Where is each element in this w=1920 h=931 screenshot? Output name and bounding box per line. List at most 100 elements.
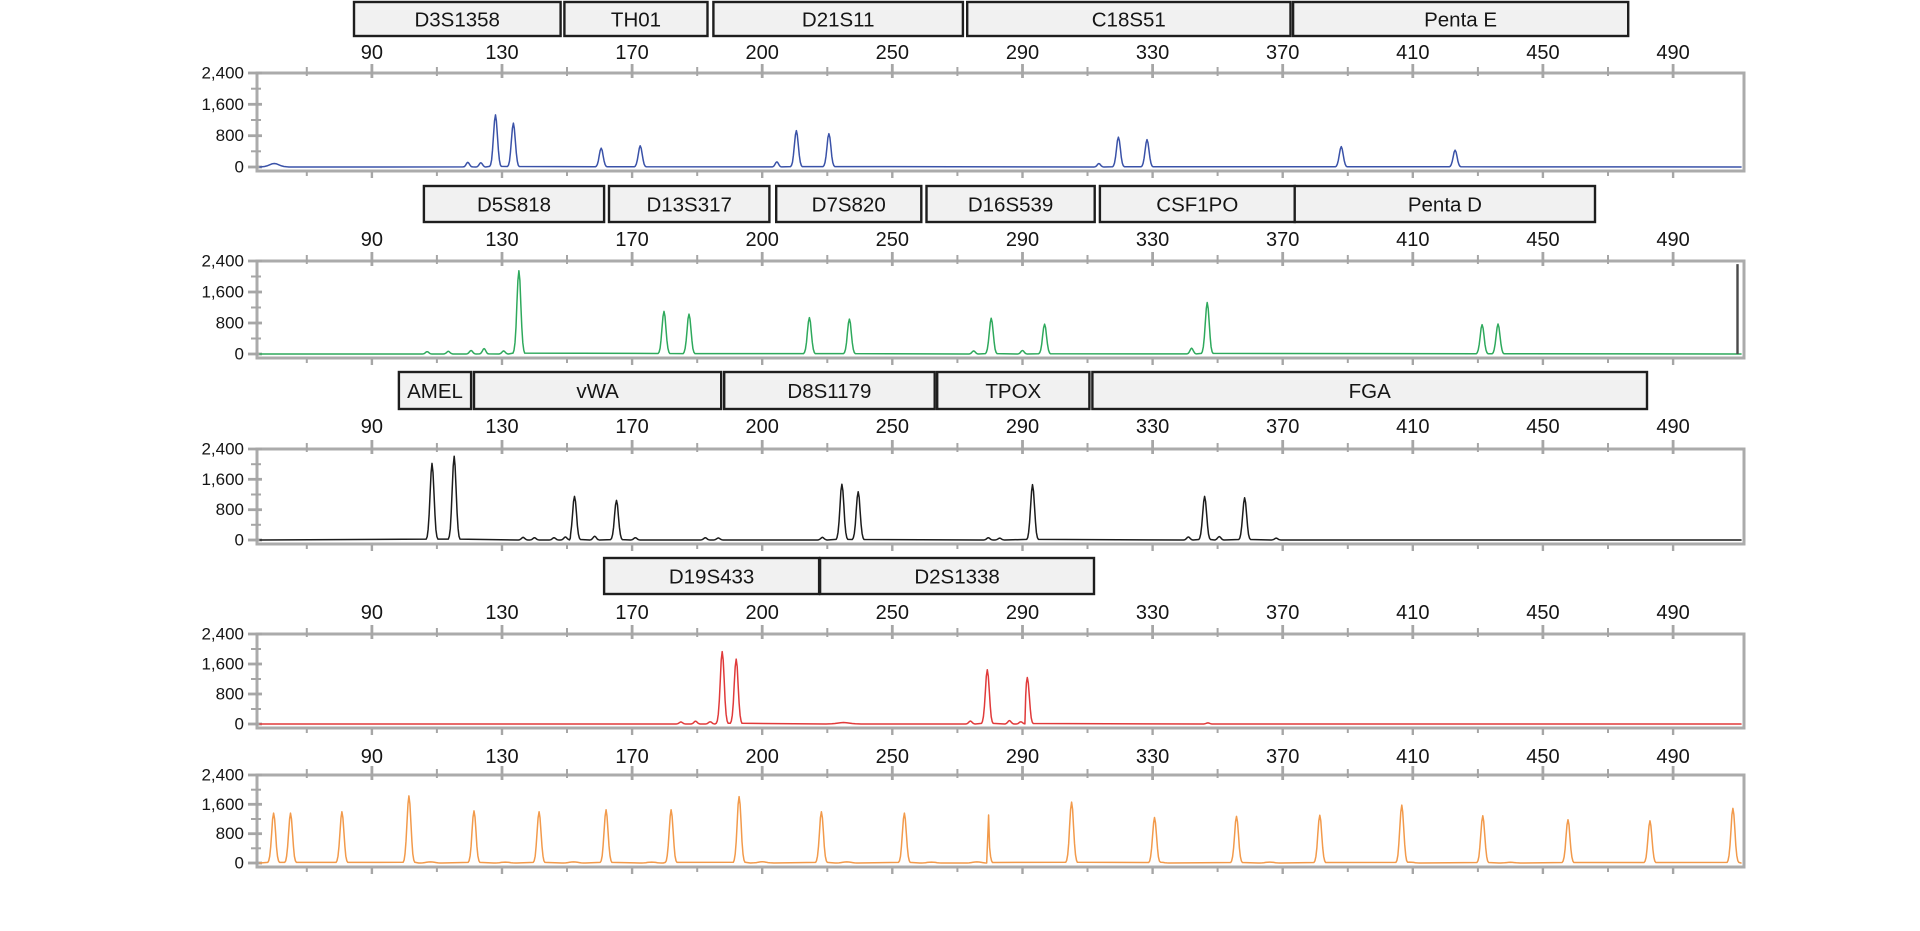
x-axis-tick-label: 200 <box>746 229 779 251</box>
y-axis-tick-label: 2,400 <box>201 625 244 644</box>
locus-label: Penta E <box>1424 9 1497 32</box>
trace-black-dye <box>259 455 1742 541</box>
locus-box <box>422 184 606 224</box>
x-axis-tick-label: 290 <box>1006 42 1039 64</box>
x-axis-tick-label: 370 <box>1266 746 1299 768</box>
panel-row-red-dye: D19S433 D2S1338 90 130 170 200 250 290 330 370 410… <box>201 556 1746 735</box>
x-axis-tick-label: 290 <box>1006 416 1039 438</box>
x-axis-tick-label: 90 <box>361 416 383 438</box>
y-axis-tick-label: 0 <box>235 854 244 873</box>
x-axis-tick-label: 290 <box>1006 746 1039 768</box>
x-axis-tick-label: 490 <box>1656 416 1689 438</box>
x-axis-tick-label: 370 <box>1266 229 1299 251</box>
locus-box <box>936 370 1091 411</box>
locus-label: AMEL <box>407 380 463 403</box>
plot-frame <box>255 447 1746 546</box>
locus-label: D5S818 <box>477 194 551 217</box>
plot-frame <box>255 71 1746 173</box>
x-axis-tick-label: 290 <box>1006 229 1039 251</box>
locus-box <box>712 0 965 38</box>
x-axis-tick-label: 450 <box>1526 416 1559 438</box>
locus-box <box>602 556 821 596</box>
x-axis-tick-label: 200 <box>746 746 779 768</box>
x-axis-tick-label: 170 <box>615 229 648 251</box>
x-axis-tick-label: 90 <box>361 229 383 251</box>
x-axis-tick-label: 250 <box>876 746 909 768</box>
locus-label: D21S11 <box>802 9 875 32</box>
x-axis-tick-label: 200 <box>746 602 779 624</box>
x-axis-tick-label: 490 <box>1656 229 1689 251</box>
x-axis-tick-label: 370 <box>1266 602 1299 624</box>
locus-box <box>1293 184 1597 224</box>
x-axis-tick-label: 250 <box>876 42 909 64</box>
y-axis-tick-label: 1,600 <box>201 283 244 302</box>
y-axis-tick-label: 0 <box>235 158 244 177</box>
locus-label: D2S1338 <box>914 566 999 589</box>
locus-box <box>1091 370 1649 411</box>
locus-label: FGA <box>1349 380 1391 403</box>
locus-label: D16S539 <box>968 194 1053 217</box>
x-axis-tick-label: 450 <box>1526 602 1559 624</box>
locus-label: D3S1358 <box>414 9 499 32</box>
x-axis-tick-label: 330 <box>1136 416 1169 438</box>
x-axis-tick-label: 170 <box>615 746 648 768</box>
locus-box <box>818 556 1096 596</box>
x-axis-tick-label: 200 <box>746 42 779 64</box>
panel-row-blue-dye: D3S1358 TH01 D21S11 C18S51 Penta E 90 130 170 20… <box>201 0 1746 178</box>
y-axis-tick-label: 2,400 <box>201 252 244 271</box>
locus-box <box>472 370 723 411</box>
x-axis-tick-label: 290 <box>1006 602 1039 624</box>
locus-box <box>1291 0 1630 38</box>
x-axis-tick-label: 200 <box>746 416 779 438</box>
locus-label: D13S317 <box>646 194 731 217</box>
x-axis-tick-label: 90 <box>361 42 383 64</box>
x-axis-tick-label: 130 <box>485 416 518 438</box>
locus-label: TPOX <box>985 380 1041 403</box>
y-axis-tick-label: 800 <box>216 824 244 843</box>
x-axis-tick-label: 170 <box>615 42 648 64</box>
plot-frame <box>255 632 1746 730</box>
x-axis-tick-label: 90 <box>361 602 383 624</box>
trace-orange-dye <box>259 795 1742 864</box>
locus-box <box>925 184 1096 224</box>
x-axis-tick-label: 410 <box>1396 42 1429 64</box>
x-axis-tick-label: 410 <box>1396 229 1429 251</box>
locus-label: CSF1PO <box>1156 194 1238 217</box>
y-axis-tick-label: 800 <box>216 126 244 145</box>
x-axis-tick-label: 330 <box>1136 746 1169 768</box>
x-axis-tick-label: 370 <box>1266 42 1299 64</box>
locus-label: D19S433 <box>669 566 754 589</box>
y-axis-tick-label: 1,600 <box>201 470 244 489</box>
x-axis-tick-label: 330 <box>1136 42 1169 64</box>
locus-label: Penta D <box>1408 194 1482 217</box>
trace-blue-dye <box>259 114 1742 168</box>
x-axis-tick-label: 130 <box>485 746 518 768</box>
plot-frame <box>255 259 1746 360</box>
trace-red-dye <box>259 650 1742 725</box>
x-axis-tick-label: 490 <box>1656 42 1689 64</box>
y-axis-tick-label: 800 <box>216 500 244 519</box>
x-axis-tick-label: 450 <box>1526 229 1559 251</box>
x-axis-tick-label: 410 <box>1396 416 1429 438</box>
locus-label: D8S1179 <box>787 380 871 403</box>
y-axis-tick-label: 800 <box>216 685 244 704</box>
y-axis-tick-label: 0 <box>235 715 244 734</box>
x-axis-tick-label: 410 <box>1396 602 1429 624</box>
locus-box <box>723 370 936 411</box>
locus-label: TH01 <box>611 9 661 32</box>
locus-label: D7S820 <box>812 194 886 217</box>
x-axis-tick-label: 130 <box>485 42 518 64</box>
locus-label: vWA <box>576 380 619 403</box>
locus-label: C18S51 <box>1092 9 1166 32</box>
x-axis-tick-label: 450 <box>1526 746 1559 768</box>
panel-row-orange-dye: 90 130 170 200 250 290 330 370 410 450 490 0 800 1,60… <box>201 746 1746 874</box>
locus-box <box>607 184 771 224</box>
plot-frame <box>255 773 1746 869</box>
x-axis-tick-label: 130 <box>485 229 518 251</box>
locus-box <box>966 0 1292 38</box>
y-axis-tick-label: 2,400 <box>201 766 244 785</box>
x-axis-tick-label: 330 <box>1136 229 1169 251</box>
y-axis-tick-label: 0 <box>235 345 244 364</box>
